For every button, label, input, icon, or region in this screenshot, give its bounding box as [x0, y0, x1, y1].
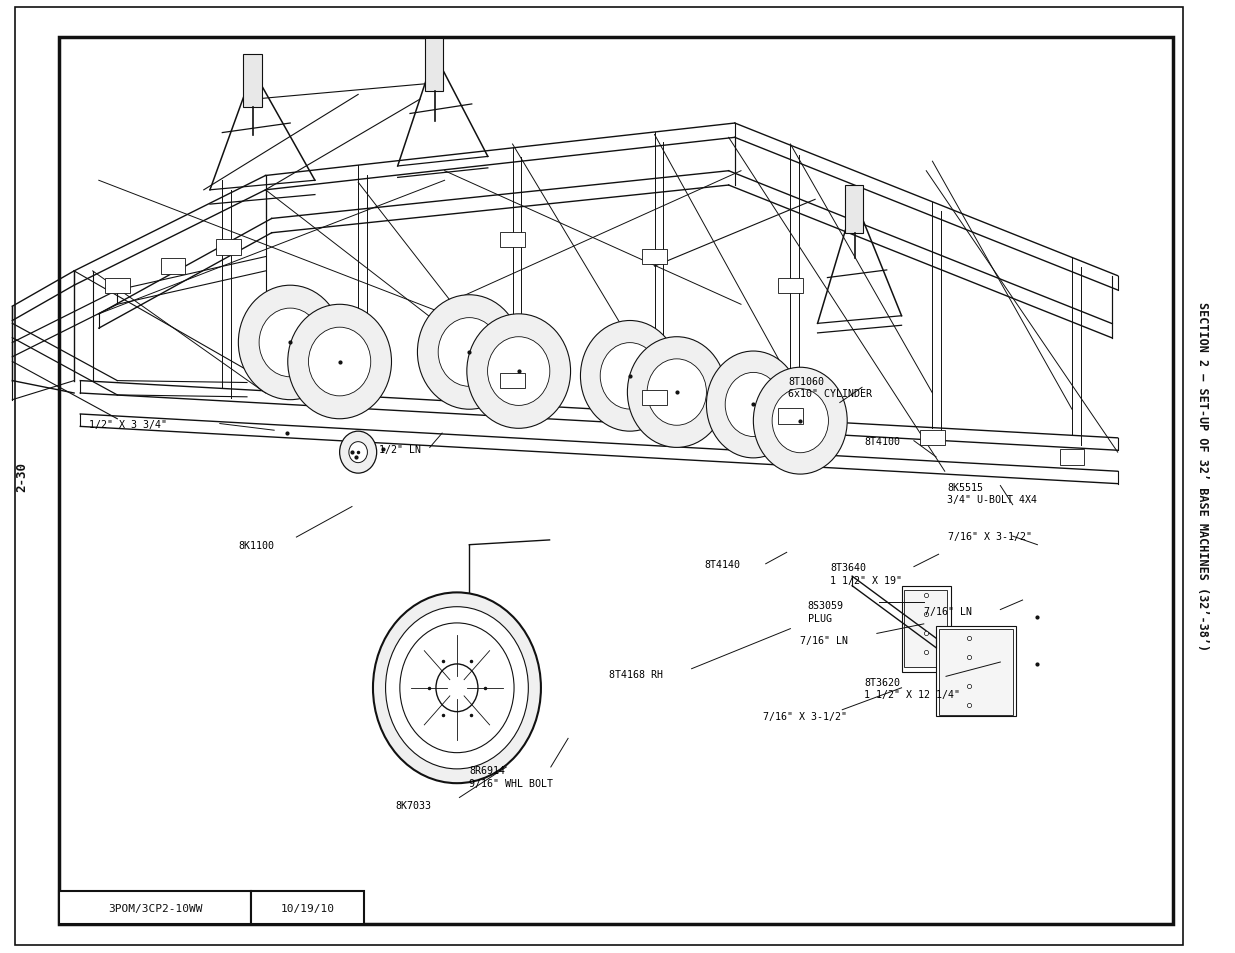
Text: 8K5515
3/4" U-BOLT 4X4: 8K5515 3/4" U-BOLT 4X4	[947, 482, 1037, 505]
Bar	[642, 250, 667, 265]
Text: 8T4168 RH: 8T4168 RH	[609, 670, 663, 679]
Text: 8T4100: 8T4100	[864, 436, 900, 446]
Text: 1/2" X 3 3/4": 1/2" X 3 3/4"	[89, 419, 167, 429]
Ellipse shape	[600, 343, 659, 410]
Bar	[936, 626, 1016, 717]
Text: 3POM/3CP2-10WW: 3POM/3CP2-10WW	[107, 902, 203, 913]
Text: 8K7033: 8K7033	[395, 801, 431, 810]
Bar	[500, 374, 525, 389]
Ellipse shape	[467, 314, 571, 429]
Ellipse shape	[753, 368, 847, 475]
Ellipse shape	[373, 593, 541, 783]
Ellipse shape	[348, 442, 368, 463]
Text: 1/2" LN: 1/2" LN	[379, 445, 421, 455]
Bar	[845, 186, 863, 233]
Ellipse shape	[772, 389, 829, 454]
Text: 7/16" LN: 7/16" LN	[800, 636, 848, 645]
Bar	[500, 233, 525, 248]
Text: 8S3059
PLUG: 8S3059 PLUG	[808, 600, 844, 623]
Ellipse shape	[385, 607, 529, 769]
Text: 8T3640
1 1/2" X 19": 8T3640 1 1/2" X 19"	[830, 562, 902, 585]
Bar	[902, 586, 951, 672]
Text: SECTION 2 – SET-UP OF 32’ BASE MACHINES (32’-38’): SECTION 2 – SET-UP OF 32’ BASE MACHINES …	[1197, 302, 1209, 651]
Bar	[920, 431, 945, 446]
Bar	[778, 409, 803, 424]
Ellipse shape	[706, 352, 800, 458]
Bar	[425, 39, 443, 91]
Text: 7/16" X 3-1/2": 7/16" X 3-1/2"	[948, 532, 1032, 541]
Text: 2-30: 2-30	[16, 461, 28, 492]
Bar	[161, 259, 185, 274]
Bar	[1060, 450, 1084, 465]
Text: 7/16" X 3-1/2": 7/16" X 3-1/2"	[763, 712, 847, 721]
Ellipse shape	[580, 321, 679, 432]
Text: 10/19/10: 10/19/10	[280, 902, 335, 913]
Text: 8T4140: 8T4140	[704, 559, 740, 569]
Ellipse shape	[627, 337, 726, 448]
Bar	[642, 391, 667, 406]
Bar	[243, 55, 262, 108]
Ellipse shape	[438, 318, 500, 387]
Ellipse shape	[647, 359, 706, 426]
Bar	[59, 891, 251, 924]
Ellipse shape	[725, 373, 782, 437]
Ellipse shape	[417, 295, 521, 410]
Text: 8K1100: 8K1100	[238, 540, 274, 550]
Bar	[216, 240, 241, 255]
Text: 8R6914
9/16" WHL BOLT: 8R6914 9/16" WHL BOLT	[469, 765, 553, 788]
Ellipse shape	[400, 623, 514, 753]
Bar	[939, 629, 1013, 715]
Ellipse shape	[288, 305, 391, 419]
Text: 7/16" LN: 7/16" LN	[924, 607, 972, 617]
Ellipse shape	[436, 664, 478, 712]
Text: 8T1060
6x10" CYLINDER: 8T1060 6x10" CYLINDER	[788, 376, 872, 399]
Bar	[251, 891, 364, 924]
Ellipse shape	[309, 328, 370, 396]
Ellipse shape	[238, 286, 342, 400]
Bar	[778, 278, 803, 294]
Ellipse shape	[340, 432, 377, 474]
Text: 8T3620
1 1/2" X 12 1/4": 8T3620 1 1/2" X 12 1/4"	[864, 677, 961, 700]
Bar	[904, 591, 947, 667]
Bar	[105, 278, 130, 294]
Ellipse shape	[488, 337, 550, 406]
Ellipse shape	[259, 309, 321, 377]
